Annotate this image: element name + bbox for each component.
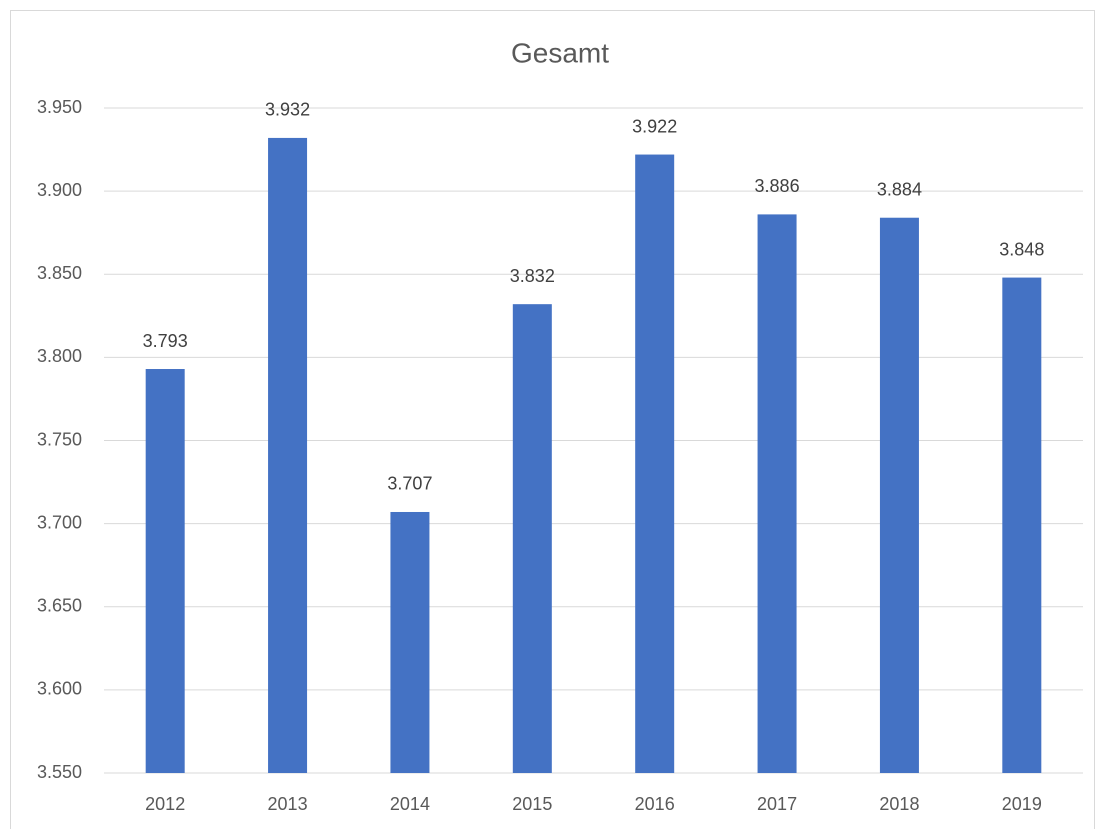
y-tick-label: 3.900 <box>37 180 82 200</box>
x-tick-label: 2019 <box>1002 794 1042 814</box>
bar <box>757 214 797 773</box>
x-tick-label: 2016 <box>635 794 675 814</box>
y-tick-label: 3.550 <box>37 762 82 782</box>
value-label: 3.832 <box>510 266 555 286</box>
chart-title: Gesamt <box>511 37 609 68</box>
y-tick-label: 3.950 <box>37 97 82 117</box>
y-tick-label: 3.650 <box>37 596 82 616</box>
value-label: 3.884 <box>877 179 922 199</box>
x-tick-label: 2014 <box>390 794 430 814</box>
bar <box>512 304 552 773</box>
bar <box>268 137 308 774</box>
y-tick-label: 3.750 <box>37 429 82 449</box>
y-tick-label: 3.800 <box>37 346 82 366</box>
bar <box>145 369 185 773</box>
value-label: 3.793 <box>143 331 188 351</box>
y-tick-label: 3.600 <box>37 679 82 699</box>
x-tick-label: 2017 <box>757 794 797 814</box>
y-tick-label: 3.700 <box>37 512 82 532</box>
bar <box>390 511 430 773</box>
x-tick-label: 2012 <box>145 794 185 814</box>
value-label: 3.932 <box>265 100 310 120</box>
value-label: 3.922 <box>632 116 677 136</box>
x-tick-label: 2018 <box>879 794 919 814</box>
value-label: 3.848 <box>999 239 1044 259</box>
bar <box>1002 277 1042 773</box>
x-tick-label: 2015 <box>512 794 552 814</box>
y-tick-label: 3.850 <box>37 263 82 283</box>
bar <box>879 217 919 774</box>
bar <box>635 154 675 774</box>
x-tick-label: 2013 <box>268 794 308 814</box>
value-label: 3.886 <box>755 176 800 196</box>
value-label: 3.707 <box>387 474 432 494</box>
